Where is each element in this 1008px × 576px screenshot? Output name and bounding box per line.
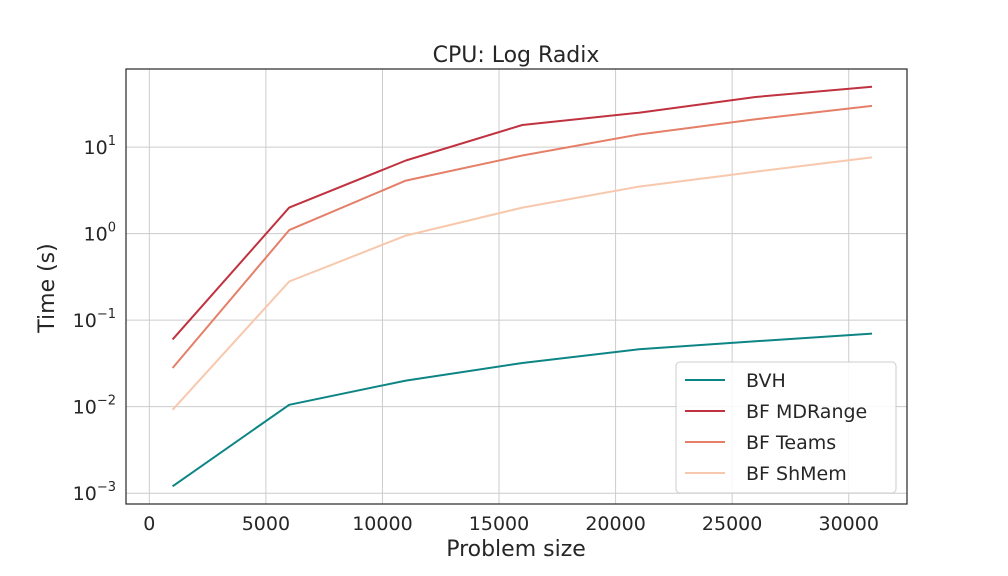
y-tick-label: 100 bbox=[84, 221, 116, 246]
y-tick-label: 10−1 bbox=[73, 307, 116, 332]
series-line bbox=[171, 85, 873, 341]
legend-label: BF MDRange bbox=[746, 401, 867, 423]
legend-box bbox=[675, 361, 897, 494]
legend-label: BF ShMem bbox=[746, 463, 847, 485]
x-tick-labels: 0 5000 10000 15000 20000 25000 30000 bbox=[143, 513, 879, 535]
series-line bbox=[171, 104, 873, 369]
chart-title: CPU: Log Radix bbox=[433, 43, 600, 68]
plot-frame bbox=[125, 68, 908, 505]
y-tick-labels: 10−3 10−2 10−1 100 101 bbox=[73, 134, 116, 505]
series-line bbox=[171, 156, 873, 411]
y-tick-label: 10−3 bbox=[73, 480, 116, 505]
x-tick-label: 30000 bbox=[818, 513, 878, 535]
y-tick-label: 10−2 bbox=[73, 394, 116, 419]
y-tick-label: 101 bbox=[84, 134, 116, 159]
x-tick-label: 10000 bbox=[352, 513, 412, 535]
x-axis-label: Problem size bbox=[446, 537, 586, 562]
x-tick-label: 0 bbox=[143, 513, 155, 535]
y-axis-label: Time (s) bbox=[35, 243, 60, 333]
x-tick-label: 25000 bbox=[702, 513, 762, 535]
x-tick-label: 5000 bbox=[242, 513, 290, 535]
series-lines bbox=[171, 85, 873, 488]
legend-label: BVH bbox=[746, 370, 786, 392]
x-tick-label: 20000 bbox=[585, 513, 645, 535]
x-tick-label: 15000 bbox=[469, 513, 529, 535]
series-line bbox=[172, 332, 873, 488]
legend-label: BF Teams bbox=[746, 432, 836, 454]
legend: BVH BF MDRange BF Teams BF ShMem bbox=[675, 361, 897, 494]
